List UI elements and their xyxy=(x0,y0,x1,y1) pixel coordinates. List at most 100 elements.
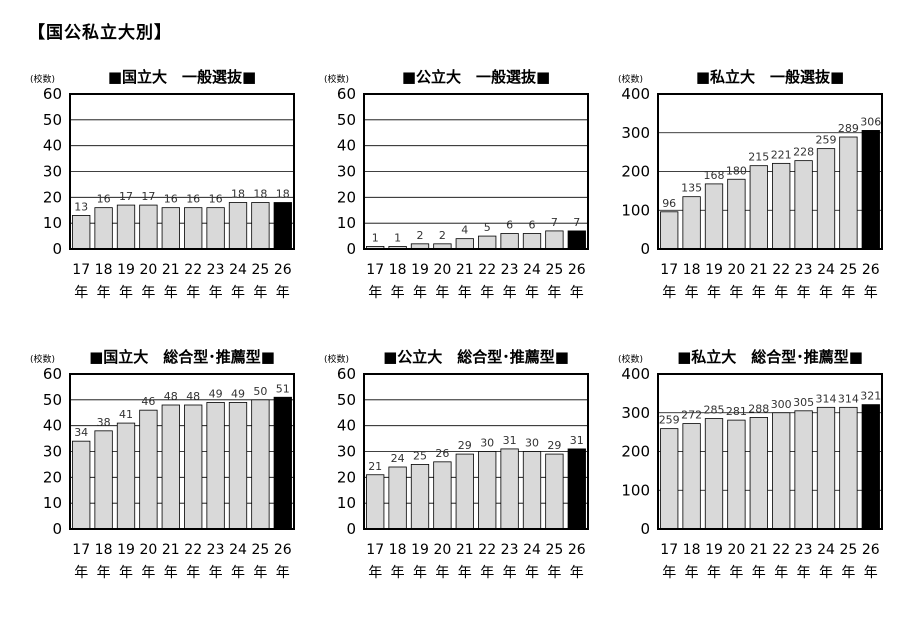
x-tick-label-suffix: 年 xyxy=(231,285,245,301)
x-tick-label: 22 xyxy=(184,262,202,278)
bar xyxy=(861,404,880,530)
x-tick-label: 22 xyxy=(772,542,790,558)
bar-value-label: 272 xyxy=(681,409,702,422)
bar xyxy=(161,207,180,250)
x-tick-label-suffix: 年 xyxy=(480,285,494,301)
x-tick-label: 22 xyxy=(478,262,496,278)
x-tick-label-suffix: 年 xyxy=(276,285,290,301)
bar xyxy=(794,410,813,530)
bar xyxy=(184,207,203,250)
x-tick-label-suffix: 年 xyxy=(276,565,290,581)
bar xyxy=(704,418,724,530)
chart-title: ■私立大 一般選抜■ xyxy=(696,68,844,86)
x-tick-label: 19 xyxy=(705,262,723,278)
x-tick-label-suffix: 年 xyxy=(774,285,788,301)
y-axis-label: (校数) xyxy=(324,73,349,85)
y-tick-label: 20 xyxy=(43,188,62,206)
x-tick-label: 19 xyxy=(705,542,723,558)
x-tick-label: 26 xyxy=(568,262,586,278)
bar xyxy=(839,136,858,250)
bar xyxy=(727,178,746,250)
bar-value-label: 168 xyxy=(704,169,725,182)
x-tick-label-suffix: 年 xyxy=(685,285,699,301)
bar xyxy=(410,464,430,530)
y-tick-label: 30 xyxy=(43,443,62,461)
y-tick-label: 60 xyxy=(43,85,62,103)
x-tick-label: 25 xyxy=(839,262,857,278)
x-tick-label-suffix: 年 xyxy=(707,565,721,581)
x-tick-label-suffix: 年 xyxy=(547,565,561,581)
bar-value-label: 34 xyxy=(74,426,88,439)
bar xyxy=(816,406,836,530)
bar-value-label: 6 xyxy=(529,219,536,232)
y-tick-label: 0 xyxy=(346,520,356,538)
bar-value-label: 5 xyxy=(484,221,491,234)
x-tick-label: 25 xyxy=(545,262,563,278)
y-tick-label: 0 xyxy=(640,520,650,538)
x-tick-label-suffix: 年 xyxy=(503,565,517,581)
x-tick-label-suffix: 年 xyxy=(186,285,200,301)
bar xyxy=(455,453,474,530)
x-tick-label: 20 xyxy=(727,542,745,558)
x-tick-label-suffix: 年 xyxy=(752,285,766,301)
bar-value-label: 51 xyxy=(276,382,290,395)
bar xyxy=(567,448,586,530)
y-tick-label: 0 xyxy=(52,240,62,258)
x-tick-label-suffix: 年 xyxy=(864,565,878,581)
x-tick-label-suffix: 年 xyxy=(797,565,811,581)
bar-value-label: 18 xyxy=(231,188,245,201)
y-axis-label: (校数) xyxy=(618,353,643,365)
x-tick-label: 24 xyxy=(523,542,541,558)
y-tick-label: 30 xyxy=(337,163,356,181)
bar-value-label: 306 xyxy=(860,115,881,128)
bar xyxy=(228,402,248,530)
bar-value-label: 314 xyxy=(816,392,837,405)
x-tick-label: 23 xyxy=(501,262,519,278)
bar-value-label: 38 xyxy=(97,416,111,429)
x-tick-label-suffix: 年 xyxy=(503,285,517,301)
bar-value-label: 24 xyxy=(391,452,405,465)
x-tick-label: 22 xyxy=(478,542,496,558)
x-tick-label-suffix: 年 xyxy=(253,285,267,301)
x-tick-label-suffix: 年 xyxy=(480,565,494,581)
bar-value-label: 228 xyxy=(793,146,814,159)
x-tick-label: 24 xyxy=(523,262,541,278)
bar-value-label: 41 xyxy=(119,408,133,421)
bar xyxy=(500,233,519,250)
bar xyxy=(228,202,248,250)
bar-value-label: 50 xyxy=(253,385,267,398)
bar-value-label: 7 xyxy=(573,216,580,229)
plot-border xyxy=(657,93,883,250)
x-tick-label-suffix: 年 xyxy=(435,565,449,581)
chart-title: ■公立大 総合型･推薦型■ xyxy=(383,348,569,366)
x-tick-label: 20 xyxy=(139,262,157,278)
bar-value-label: 16 xyxy=(186,193,200,206)
bar-value-label: 2 xyxy=(417,229,424,242)
x-tick-label: 20 xyxy=(433,262,451,278)
y-tick-label: 10 xyxy=(43,494,62,512)
x-tick-label: 25 xyxy=(839,542,857,558)
y-tick-label: 30 xyxy=(43,163,62,181)
chart-svg: ■私立大 総合型･推薦型■ (校数) 0 100 200 300 400 259 17 年 272 1… xyxy=(618,348,883,581)
plot-border xyxy=(657,373,883,530)
y-tick-label: 50 xyxy=(43,111,62,129)
bar xyxy=(184,404,203,530)
x-tick-label-suffix: 年 xyxy=(864,285,878,301)
bar xyxy=(660,211,679,250)
y-tick-label: 30 xyxy=(337,443,356,461)
bar xyxy=(545,453,564,530)
bar-value-label: 29 xyxy=(458,439,472,452)
x-tick-label-suffix: 年 xyxy=(119,285,133,301)
x-tick-label: 18 xyxy=(683,542,701,558)
y-tick-label: 40 xyxy=(337,417,356,435)
chart-svg: ■国立大 総合型･推薦型■ (校数) 0 10 20 30 40 50 60 34 17 年 38 18 年… xyxy=(30,348,295,581)
x-tick-label: 17 xyxy=(366,262,384,278)
bar-value-label: 26 xyxy=(435,447,449,460)
bar xyxy=(660,428,679,530)
bar-value-label: 49 xyxy=(209,387,223,400)
x-tick-label: 23 xyxy=(207,262,225,278)
y-axis-label: (校数) xyxy=(30,353,55,365)
y-tick-label: 50 xyxy=(337,111,356,129)
y-tick-label: 50 xyxy=(43,391,62,409)
